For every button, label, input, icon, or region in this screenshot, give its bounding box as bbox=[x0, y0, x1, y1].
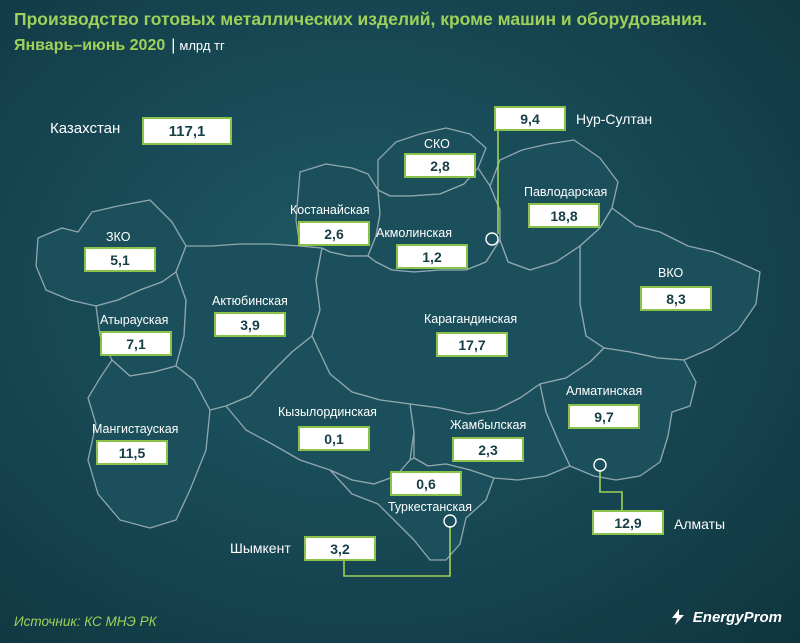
energyprom-logo: EnergyProm bbox=[669, 608, 782, 626]
leader-shymkent bbox=[343, 526, 451, 577]
region-label-vko: ВКО bbox=[658, 266, 684, 280]
shymkent-marker bbox=[443, 514, 457, 528]
region-label-turkestan: Туркестанская bbox=[388, 500, 472, 514]
city-label-almaty: Алматы bbox=[674, 516, 726, 532]
region-value-turkestan: 0,6 bbox=[390, 471, 462, 496]
city-value-almaty: 12,9 bbox=[592, 510, 664, 535]
leader-almaty bbox=[599, 470, 623, 510]
region-value-aktobe: 3,9 bbox=[214, 312, 286, 337]
almaty-marker bbox=[593, 458, 607, 472]
region-label-aktobe: Актюбинская bbox=[212, 294, 288, 308]
region-value-mangystau: 11,5 bbox=[96, 440, 168, 465]
region-value-akmola: 1,2 bbox=[396, 244, 468, 269]
region-label-pavlodar: Павлодарская bbox=[524, 185, 608, 199]
region-label-karaganda: Карагандинская bbox=[424, 312, 518, 326]
source-note: Источник: КС МНЭ РК bbox=[14, 614, 157, 629]
city-label-nur-sultan: Нур-Султан bbox=[576, 111, 653, 127]
region-label-kostanay: Костанайская bbox=[290, 203, 370, 217]
region-label-zhambyl: Жамбылская bbox=[450, 418, 527, 432]
lightning-icon bbox=[671, 609, 684, 625]
city-label-shymkent: Шымкент bbox=[230, 540, 291, 556]
region-label-sko: СКО bbox=[424, 137, 450, 151]
unit-separator: | bbox=[171, 37, 176, 54]
unit-label: млрд тг bbox=[179, 38, 225, 53]
city-value-nur-sultan: 9,4 bbox=[494, 106, 566, 131]
total-label: Казахстан bbox=[50, 120, 121, 137]
region-value-karaganda: 17,7 bbox=[436, 332, 508, 357]
region-label-zko: ЗКО bbox=[106, 230, 131, 244]
chart-title: Производство готовых металлических издел… bbox=[14, 9, 707, 29]
city-value-shymkent: 3,2 bbox=[304, 536, 376, 561]
region-value-vko: 8,3 bbox=[640, 286, 712, 311]
region-value-kostanay: 2,6 bbox=[298, 221, 370, 246]
region-shape-vko bbox=[579, 207, 761, 361]
logo-text: EnergyProm bbox=[692, 608, 782, 626]
chart-subtitle: Январь–июнь 2020 | млрд тг bbox=[14, 36, 225, 56]
region-value-zhambyl: 2,3 bbox=[452, 437, 524, 462]
period: Январь–июнь 2020 bbox=[14, 37, 166, 54]
region-value-pavlodar: 18,8 bbox=[528, 203, 600, 228]
region-value-zko: 5,1 bbox=[84, 247, 156, 272]
region-value-sko: 2,8 bbox=[404, 153, 476, 178]
region-label-kyzylorda: Кызылординская bbox=[278, 405, 377, 419]
region-value-atyrau: 7,1 bbox=[100, 331, 172, 356]
nur-sultan-marker bbox=[485, 232, 499, 246]
region-value-almaty-obl: 9,7 bbox=[568, 404, 640, 429]
total-value: 117,1 bbox=[142, 117, 232, 145]
region-label-almaty-obl: Алматинская bbox=[566, 384, 643, 398]
region-label-mangystau: Мангистауская bbox=[92, 422, 179, 436]
region-label-atyrau: Атырауская bbox=[100, 313, 169, 327]
region-label-akmola: Акмолинская bbox=[376, 226, 452, 240]
region-value-kyzylorda: 0,1 bbox=[298, 426, 370, 451]
